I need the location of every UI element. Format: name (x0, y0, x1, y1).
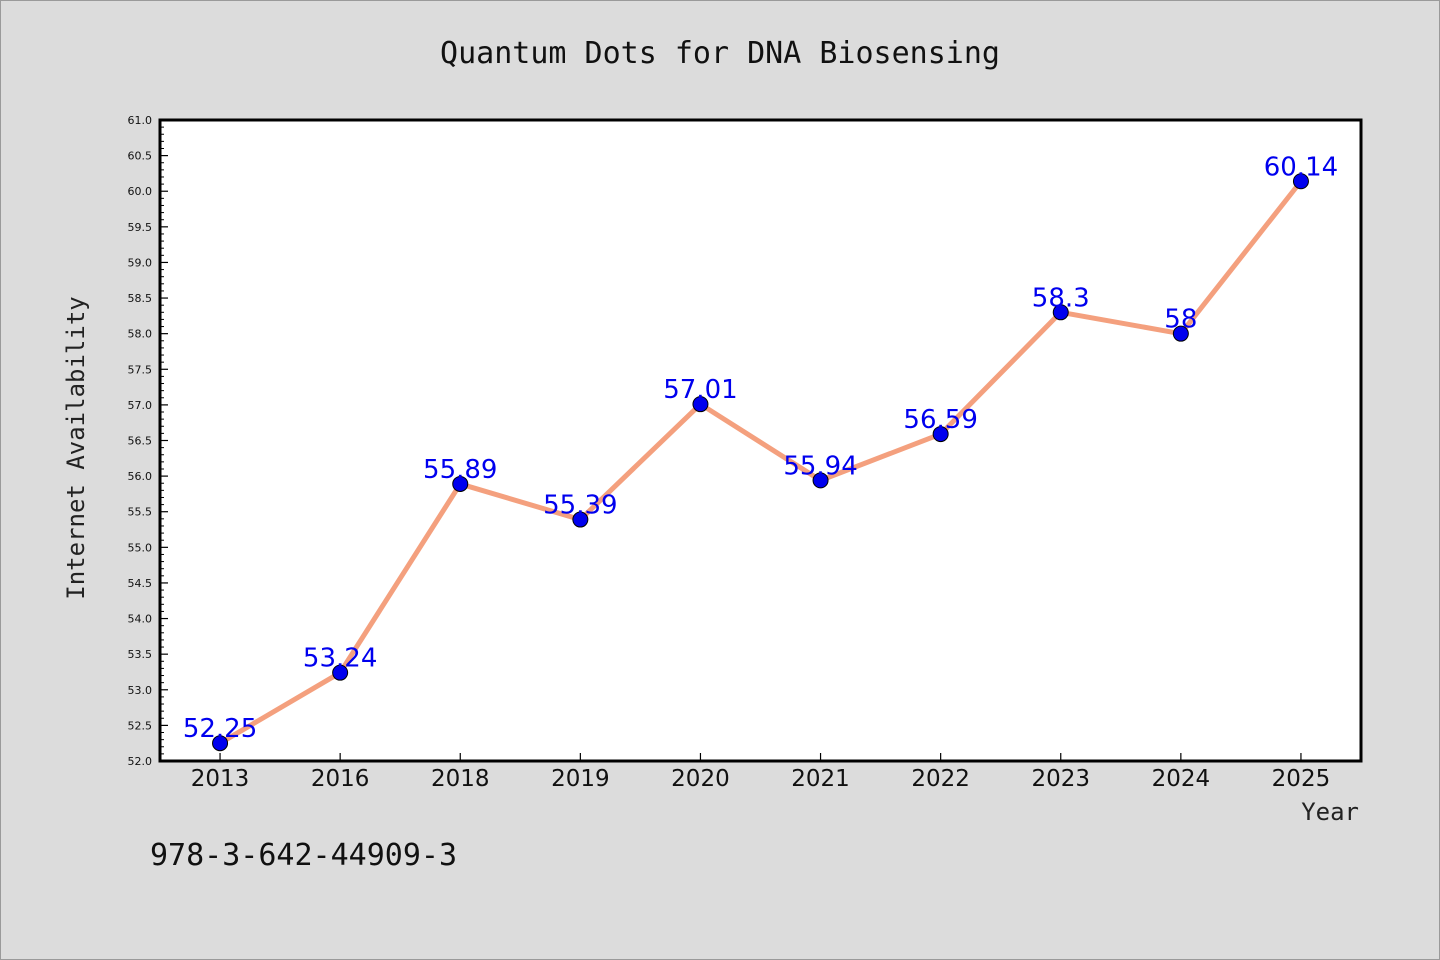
y-tick-label: 60.0 (128, 185, 153, 198)
data-point (452, 475, 469, 492)
y-tick-label: 59.0 (128, 256, 153, 269)
y-tick-label: 55.0 (128, 541, 153, 554)
y-tick-label: 58.5 (128, 292, 153, 305)
data-label: 52.25 (183, 714, 257, 744)
x-axis: 2013 2016 2018 2019 2020 2021 2022 2023 2024 2025 (191, 753, 1330, 792)
data-label: 60.14 (1264, 152, 1338, 182)
y-tick-label: 54.5 (128, 577, 153, 590)
data-label: 58.3 (1032, 283, 1090, 313)
x-tick-label: 2021 (791, 766, 850, 792)
series-line (217, 178, 1304, 746)
y-tick-label: 57.0 (128, 399, 153, 412)
y-tick-label: 52.5 (128, 719, 153, 732)
x-tick-label: 2023 (1031, 766, 1090, 792)
x-tick-label: 2025 (1272, 766, 1331, 792)
y-tick-label: 61.0 (128, 114, 153, 127)
data-label: 58 (1164, 305, 1197, 335)
data-point (932, 426, 949, 443)
data-point (812, 472, 829, 489)
data-point (212, 735, 229, 752)
x-tick-label: 2022 (911, 766, 970, 792)
y-tick-label: 56.5 (128, 435, 153, 448)
data-point (692, 396, 709, 413)
data-label-group: 52.25 53.24 55.89 55.39 57.01 55.94 56.59 58.3 5… (183, 152, 1338, 744)
data-label: 55.39 (543, 491, 617, 521)
y-tick-label: 53.0 (128, 684, 153, 697)
data-point (1172, 325, 1189, 342)
x-tick-label: 2024 (1152, 766, 1211, 792)
y-tick-label: 59.5 (128, 221, 153, 234)
y-axis: 52.0 52.5 53.0 53.5 54.0 54.5 55.0 55.5 56.0 56.5… (128, 114, 168, 768)
y-tick-label: 58.0 (128, 328, 153, 341)
x-tick-label: 2018 (431, 766, 490, 792)
y-tick-label: 60.5 (128, 150, 153, 163)
y-tick-label: 52.0 (128, 755, 153, 768)
y-tick-label: 54.0 (128, 613, 153, 626)
data-point (332, 664, 349, 681)
y-tick-label: 53.5 (128, 648, 153, 661)
y-tick-label: 55.5 (128, 506, 153, 519)
data-label: 55.89 (423, 455, 497, 485)
x-tick-label: 2019 (551, 766, 610, 792)
x-tick-label: 2016 (311, 766, 370, 792)
x-tick-label: 2013 (191, 766, 250, 792)
series-line-group (212, 173, 1309, 752)
y-tick-label: 56.0 (128, 470, 153, 483)
y-tick-label: 57.5 (128, 363, 153, 376)
data-label: 55.94 (783, 451, 857, 481)
y-axis-label: Internet Availability (62, 296, 90, 599)
data-label: 53.24 (303, 644, 377, 674)
x-tick-label: 2020 (671, 766, 730, 792)
data-point (1052, 304, 1069, 321)
footnote-isbn: 978-3-642-44909-3 (150, 838, 457, 873)
data-label: 56.59 (903, 405, 977, 435)
data-point (572, 511, 589, 528)
chart-title: Quantum Dots for DNA Biosensing (440, 36, 1000, 71)
data-point (1292, 173, 1309, 190)
x-axis-label: Year (1301, 798, 1359, 826)
data-label: 57.01 (663, 375, 737, 405)
